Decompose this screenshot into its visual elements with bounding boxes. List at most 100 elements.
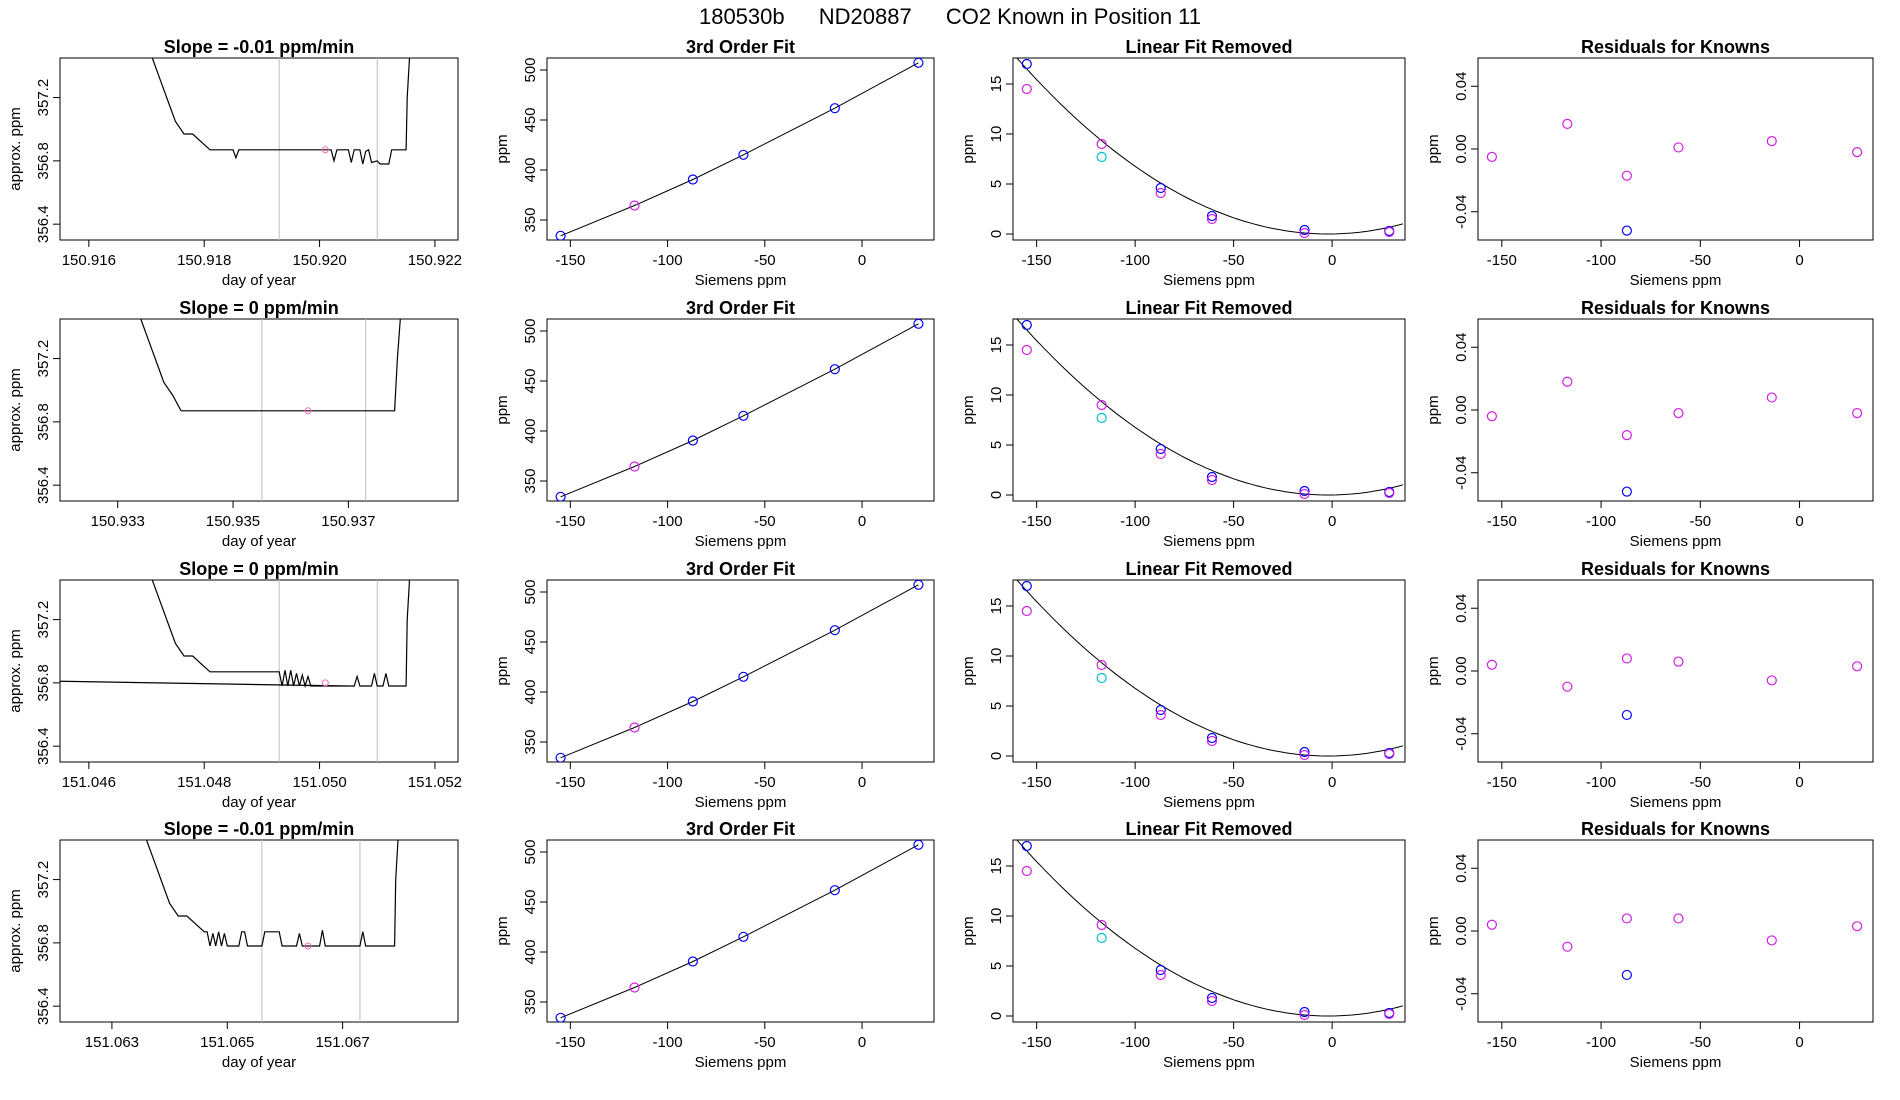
data-point: [1021, 580, 1032, 592]
panel-r1-resid: Residuals for Knowns -150 -100 -50 0 -0.04 0.0…: [1425, 37, 1874, 289]
y-axis-label: approx. ppm: [7, 629, 24, 712]
x-tick-label: 0: [1795, 252, 1803, 269]
quadratic-fit-curve: [1016, 58, 1404, 235]
x-tick-label: 0: [1795, 513, 1803, 530]
panel-title: Residuals for Knowns: [1581, 819, 1770, 839]
y-tick-label: 10: [988, 387, 1005, 404]
y-tick-label: 0: [988, 491, 1005, 499]
x-tick-label: 0: [1328, 774, 1336, 791]
data-point: [913, 580, 924, 590]
mean-marker: [304, 407, 312, 415]
data-point: [913, 319, 924, 329]
panel-title: Slope = -0.01 ppm/min: [164, 37, 355, 57]
plot-area: [555, 580, 924, 762]
y-tick-label: 0.04: [1453, 72, 1470, 101]
y-tick-label: 15: [988, 337, 1005, 354]
panel-title: 3rd Order Fit: [686, 819, 795, 839]
fit-curve: [560, 62, 919, 237]
data-point: [555, 752, 566, 762]
y-tick-label: 450: [522, 368, 539, 393]
x-tick-label: -150: [555, 252, 585, 269]
data-point: [738, 671, 749, 682]
panel-title: Slope = -0.01 ppm/min: [164, 819, 355, 839]
data-point: [1021, 865, 1032, 877]
data-point: [1562, 941, 1573, 952]
x-tick-label: -100: [653, 774, 683, 791]
y-axis-label: ppm: [960, 656, 977, 685]
y-tick-label: 356.4: [35, 205, 52, 243]
data-point: [1384, 487, 1395, 499]
x-tick-label: -100: [1586, 513, 1616, 530]
x-tick-label: -50: [754, 513, 776, 530]
x-tick-label: 151.046: [62, 774, 116, 791]
x-axis-label: Siemens ppm: [1630, 794, 1722, 811]
data-point: [738, 149, 749, 160]
fit-curve: [560, 323, 919, 498]
plot-frame: [1012, 839, 1406, 1023]
y-tick-label: 0.04: [1453, 333, 1470, 362]
data-point: [1852, 147, 1863, 158]
y-tick-label: 450: [522, 889, 539, 914]
x-tick-label: -150: [555, 774, 585, 791]
y-tick-label: 500: [522, 839, 539, 864]
data-point: [1299, 749, 1310, 761]
x-tick-label: -150: [1022, 1034, 1052, 1051]
data-point: [629, 982, 640, 993]
data-point: [1021, 605, 1032, 617]
panel-r1-fit: 3rd Order Fit -150 -100 -50 0 350 400 450 500 Sie…: [494, 37, 935, 289]
panel-title: Residuals for Knowns: [1581, 559, 1770, 579]
y-tick-label: 0: [988, 230, 1005, 238]
x-tick-label: 150.937: [321, 513, 375, 530]
data-point: [1621, 709, 1632, 721]
x-tick-label: 151.048: [177, 774, 231, 791]
data-point: [1621, 913, 1632, 924]
data-point: [1021, 83, 1032, 95]
x-tick-label: -100: [1120, 252, 1150, 269]
data-point: [1155, 187, 1166, 199]
data-point: [1299, 488, 1310, 500]
y-axis-label: ppm: [494, 916, 511, 945]
y-axis-label: ppm: [1425, 656, 1442, 685]
data-point: [687, 435, 698, 446]
y-axis-label: approx. ppm: [7, 107, 24, 190]
plot-area: [1016, 319, 1404, 500]
plot-area: [1016, 58, 1404, 239]
panel-title: Linear Fit Removed: [1125, 559, 1292, 579]
plot-area: [145, 840, 399, 1022]
x-tick-label: 151.063: [85, 1034, 139, 1051]
concentration-trace: [140, 319, 401, 412]
data-point: [1021, 319, 1032, 331]
panel-title: Linear Fit Removed: [1125, 819, 1292, 839]
data-point: [1096, 151, 1107, 163]
plot-area: [1486, 118, 1863, 236]
data-point: [1384, 226, 1395, 238]
panel-title: 3rd Order Fit: [686, 298, 795, 318]
x-tick-label: -100: [1586, 252, 1616, 269]
y-tick-label: 356.8: [35, 924, 52, 962]
data-point: [1299, 1009, 1310, 1021]
data-point: [1673, 142, 1684, 153]
data-point: [1384, 748, 1395, 760]
x-tick-label: -100: [1120, 513, 1150, 530]
data-point: [1766, 935, 1777, 946]
x-tick-label: 151.052: [408, 774, 462, 791]
plot-area: [1486, 376, 1863, 497]
x-tick-label: 151.065: [200, 1034, 254, 1051]
y-axis-label: ppm: [1425, 395, 1442, 424]
panel-title: Slope = 0 ppm/min: [179, 298, 339, 318]
plot-frame: [546, 839, 935, 1023]
data-point: [1155, 704, 1166, 716]
plot-area: [60, 580, 411, 762]
data-point: [1486, 919, 1497, 930]
data-point: [1486, 659, 1497, 670]
plot-frame: [1012, 318, 1406, 502]
data-point: [1486, 151, 1497, 162]
data-point: [1766, 392, 1777, 403]
x-axis-label: Siemens ppm: [1630, 272, 1722, 289]
y-tick-label: 5: [988, 702, 1005, 710]
panel-r3-resid: Residuals for Knowns -150 -100 -50 0 -0.04 0.0…: [1425, 559, 1874, 811]
y-tick-label: 10: [988, 126, 1005, 143]
y-tick-label: 5: [988, 441, 1005, 449]
data-point: [1562, 118, 1573, 129]
mean-marker: [321, 146, 329, 154]
